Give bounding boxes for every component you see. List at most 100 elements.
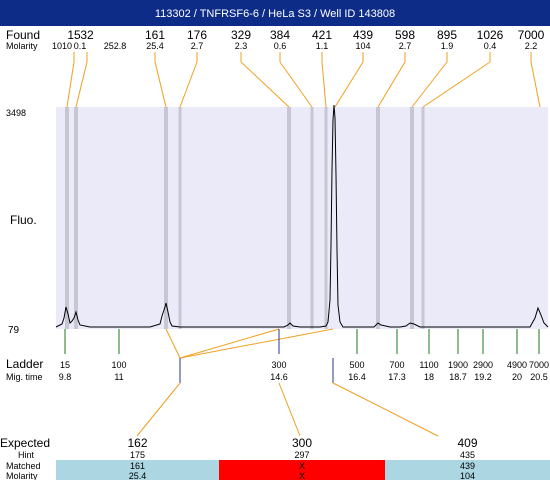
found-connector [377,61,406,108]
matched-size: 439 [460,461,475,471]
found-size: 439 [353,28,373,42]
found-molarity: 0.1 [74,41,87,51]
found-molarity: 1010 [52,41,72,51]
found-connector [240,61,290,108]
found-molarity: 1.9 [441,41,454,51]
match-cell [219,460,385,480]
ladder-size: 1100 [419,360,438,370]
hint-size: 297 [294,450,309,460]
ladder-size: 4900 [507,360,527,370]
matched-size: 161 [130,461,145,471]
peak-band [164,107,168,329]
expected-size: 409 [457,436,477,450]
expected-connector [332,382,439,437]
found-molarity: 104 [355,41,370,51]
ladder-mig-time: 19.2 [474,372,492,382]
found-size: 7000 [518,28,545,42]
matched-molarity: X [299,471,305,480]
matched-size: X [299,461,305,471]
connector-lines [66,52,541,437]
peak-band [65,107,69,329]
ladder-size: 700 [389,360,404,370]
fluorescence-trace [55,104,549,328]
expected-size: 300 [292,436,312,450]
found-molarity: 0.6 [274,41,287,51]
found-size: 329 [231,28,251,42]
found-size: 15 [67,28,81,42]
found-size: 1026 [477,28,504,42]
peak-band [376,107,380,329]
expected-connector [278,382,301,437]
ladder-label: Ladder [6,357,43,371]
peak-band [324,107,328,329]
ladder-labels: 15 9.8 100 11 300 14.6 500 16.4 700 17.3 1100 18 190… [59,329,549,382]
bottom-molarity-label: Molarity [6,471,38,480]
found-connector [530,61,541,108]
found-connector [66,61,75,108]
ladder-mig-time: 9.8 [59,372,72,382]
ladder-size: 7000 [529,360,549,370]
found-label: Found [6,28,40,42]
found-size: 384 [270,28,290,42]
expected-label: Expected [0,436,50,450]
found-size: 895 [437,28,457,42]
ladder-mig-time: 18.7 [449,372,467,382]
match-cell [385,460,550,480]
found-molarity: 0.4 [484,41,497,51]
expected-connector [179,328,280,359]
expected-connector [179,328,334,359]
mig-time-label: Mig. time [6,372,43,382]
peak-band [74,107,78,329]
found-molarity: 25.4 [146,41,164,51]
found-molarity: 2.7 [399,41,412,51]
hint-size: 175 [130,450,145,460]
ladder-mig-time: 14.6 [270,372,288,382]
found-connector [334,61,364,108]
peak-band [310,107,314,329]
matched-label: Matched [6,461,41,471]
found-connector [411,61,448,108]
expected-connector [136,382,181,437]
found-molarity: 2.7 [191,41,204,51]
y-min-label: 79 [8,325,20,336]
match-cell [56,460,219,480]
found-connector [154,61,167,108]
hint-size: 435 [460,450,475,460]
title-bar: 113302 / TNFRSF6-6 / HeLa S3 / Well ID 1… [0,0,550,26]
found-labels: 15 32 161 176 329 384 421 439 598 895 1026 7000 1010… [52,28,545,51]
matched-molarity: 104 [460,471,475,480]
found-connector [279,61,313,108]
found-size: 32 [80,28,94,42]
ladder-mig-time: 17.3 [388,372,406,382]
found-size: 421 [312,28,332,42]
y-axis-label: Fluo. [10,213,37,227]
peak-band [178,107,182,329]
found-molarity: 2.2 [525,41,538,51]
ladder-size: 300 [271,360,286,370]
found-connector [179,61,198,108]
chart-title: 113302 / TNFRSF6-6 / HeLa S3 / Well ID 1… [154,8,396,20]
found-molarity: 2.3 [235,41,248,51]
ladder-size: 100 [111,360,126,370]
found-molarity: 252.8 [104,41,127,51]
ladder-mig-time: 20 [512,372,522,382]
found-size: 176 [187,28,207,42]
found-size: 161 [145,28,165,42]
found-molarity: 1.1 [316,41,329,51]
molarity-label: Molarity [6,41,38,51]
peak-band [410,107,414,329]
peak-band [421,107,425,329]
ladder-mig-time: 11 [114,372,123,382]
ladder-mig-time: 16.4 [348,372,366,382]
found-connector [422,61,491,108]
found-connector [321,61,327,108]
ladder-size: 1900 [448,360,468,370]
ladder-size: 2900 [473,360,493,370]
plot-area [56,107,548,329]
expected-connector [165,328,181,359]
ladder-mig-time: 18 [424,372,434,382]
hint-label: Hint [18,450,35,460]
ladder-size: 15 [60,360,70,370]
